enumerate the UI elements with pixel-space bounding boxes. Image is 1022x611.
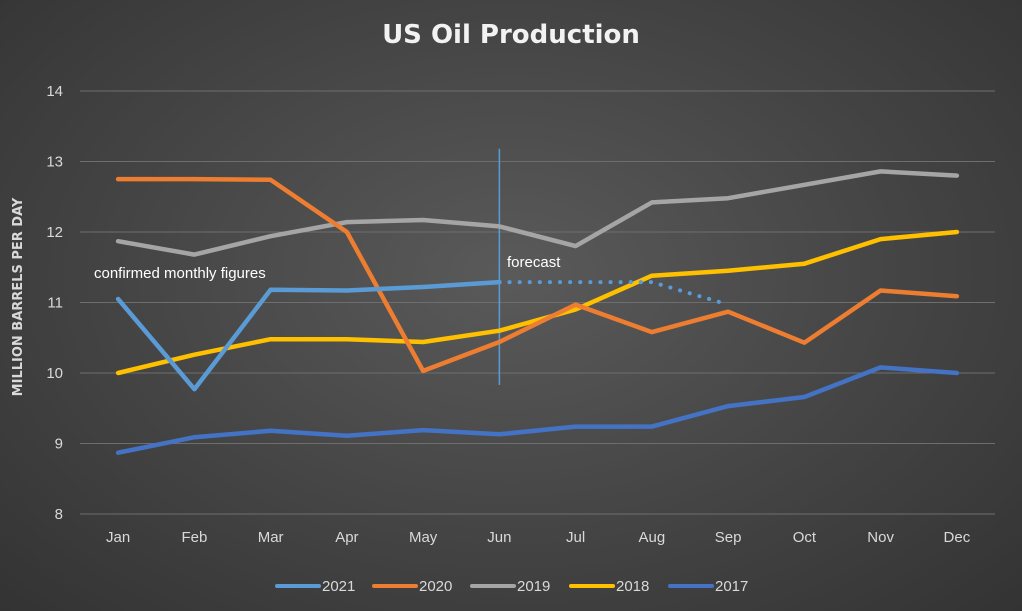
x-tick-label-feb: Feb	[181, 529, 207, 546]
y-tick-label-12: 12	[46, 224, 63, 241]
x-tick-label-jun: Jun	[487, 529, 511, 546]
series-lines	[115, 169, 960, 455]
y-axis-label: MILLION BARRELS PER DAY	[11, 197, 26, 396]
x-tick-label-nov: Nov	[867, 529, 894, 546]
confirmed-figures-annotation: confirmed monthly figures	[94, 265, 266, 282]
x-axis-ticks: Jan Feb Mar Apr May Jun Jul Aug Sep Oct Nov Dec	[106, 529, 971, 546]
series-line-2018	[115, 229, 960, 376]
legend-label-2019: 2019	[517, 578, 550, 595]
y-tick-label-11: 11	[47, 295, 63, 312]
forecast-annotation: forecast	[507, 254, 561, 271]
legend-label-2020: 2020	[419, 578, 452, 595]
y-tick-label-10: 10	[46, 365, 63, 382]
legend: 2021 2020 2019 2018 2017	[275, 578, 748, 595]
series-line-2021	[115, 279, 502, 392]
x-tick-label-jan: Jan	[106, 529, 130, 546]
x-tick-label-sep: Sep	[715, 529, 742, 546]
y-tick-label-14: 14	[46, 83, 63, 100]
forecast-line-group	[497, 280, 731, 307]
y-tick-label-8: 8	[55, 506, 63, 523]
series-line-2019	[115, 169, 960, 257]
y-axis-ticks: 8 9 10 11 12 13 14	[46, 83, 63, 523]
x-tick-label-aug: Aug	[639, 529, 666, 546]
legend-label-2021: 2021	[322, 578, 355, 595]
series-line-2020	[115, 176, 960, 374]
x-tick-label-may: May	[409, 529, 438, 546]
legend-label-2018: 2018	[616, 578, 649, 595]
x-tick-label-oct: Oct	[793, 529, 817, 546]
x-tick-label-mar: Mar	[258, 529, 284, 546]
forecast-line-2021	[497, 280, 731, 307]
series-line-2017	[115, 365, 960, 455]
y-tick-label-13: 13	[46, 154, 63, 171]
x-tick-label-apr: Apr	[335, 529, 358, 546]
x-tick-label-dec: Dec	[944, 529, 971, 546]
gridlines	[80, 90, 995, 515]
legend-label-2017: 2017	[715, 578, 748, 595]
chart-title: US Oil Production	[382, 20, 640, 50]
y-tick-label-9: 9	[55, 436, 63, 453]
x-tick-label-jul: Jul	[566, 529, 585, 546]
